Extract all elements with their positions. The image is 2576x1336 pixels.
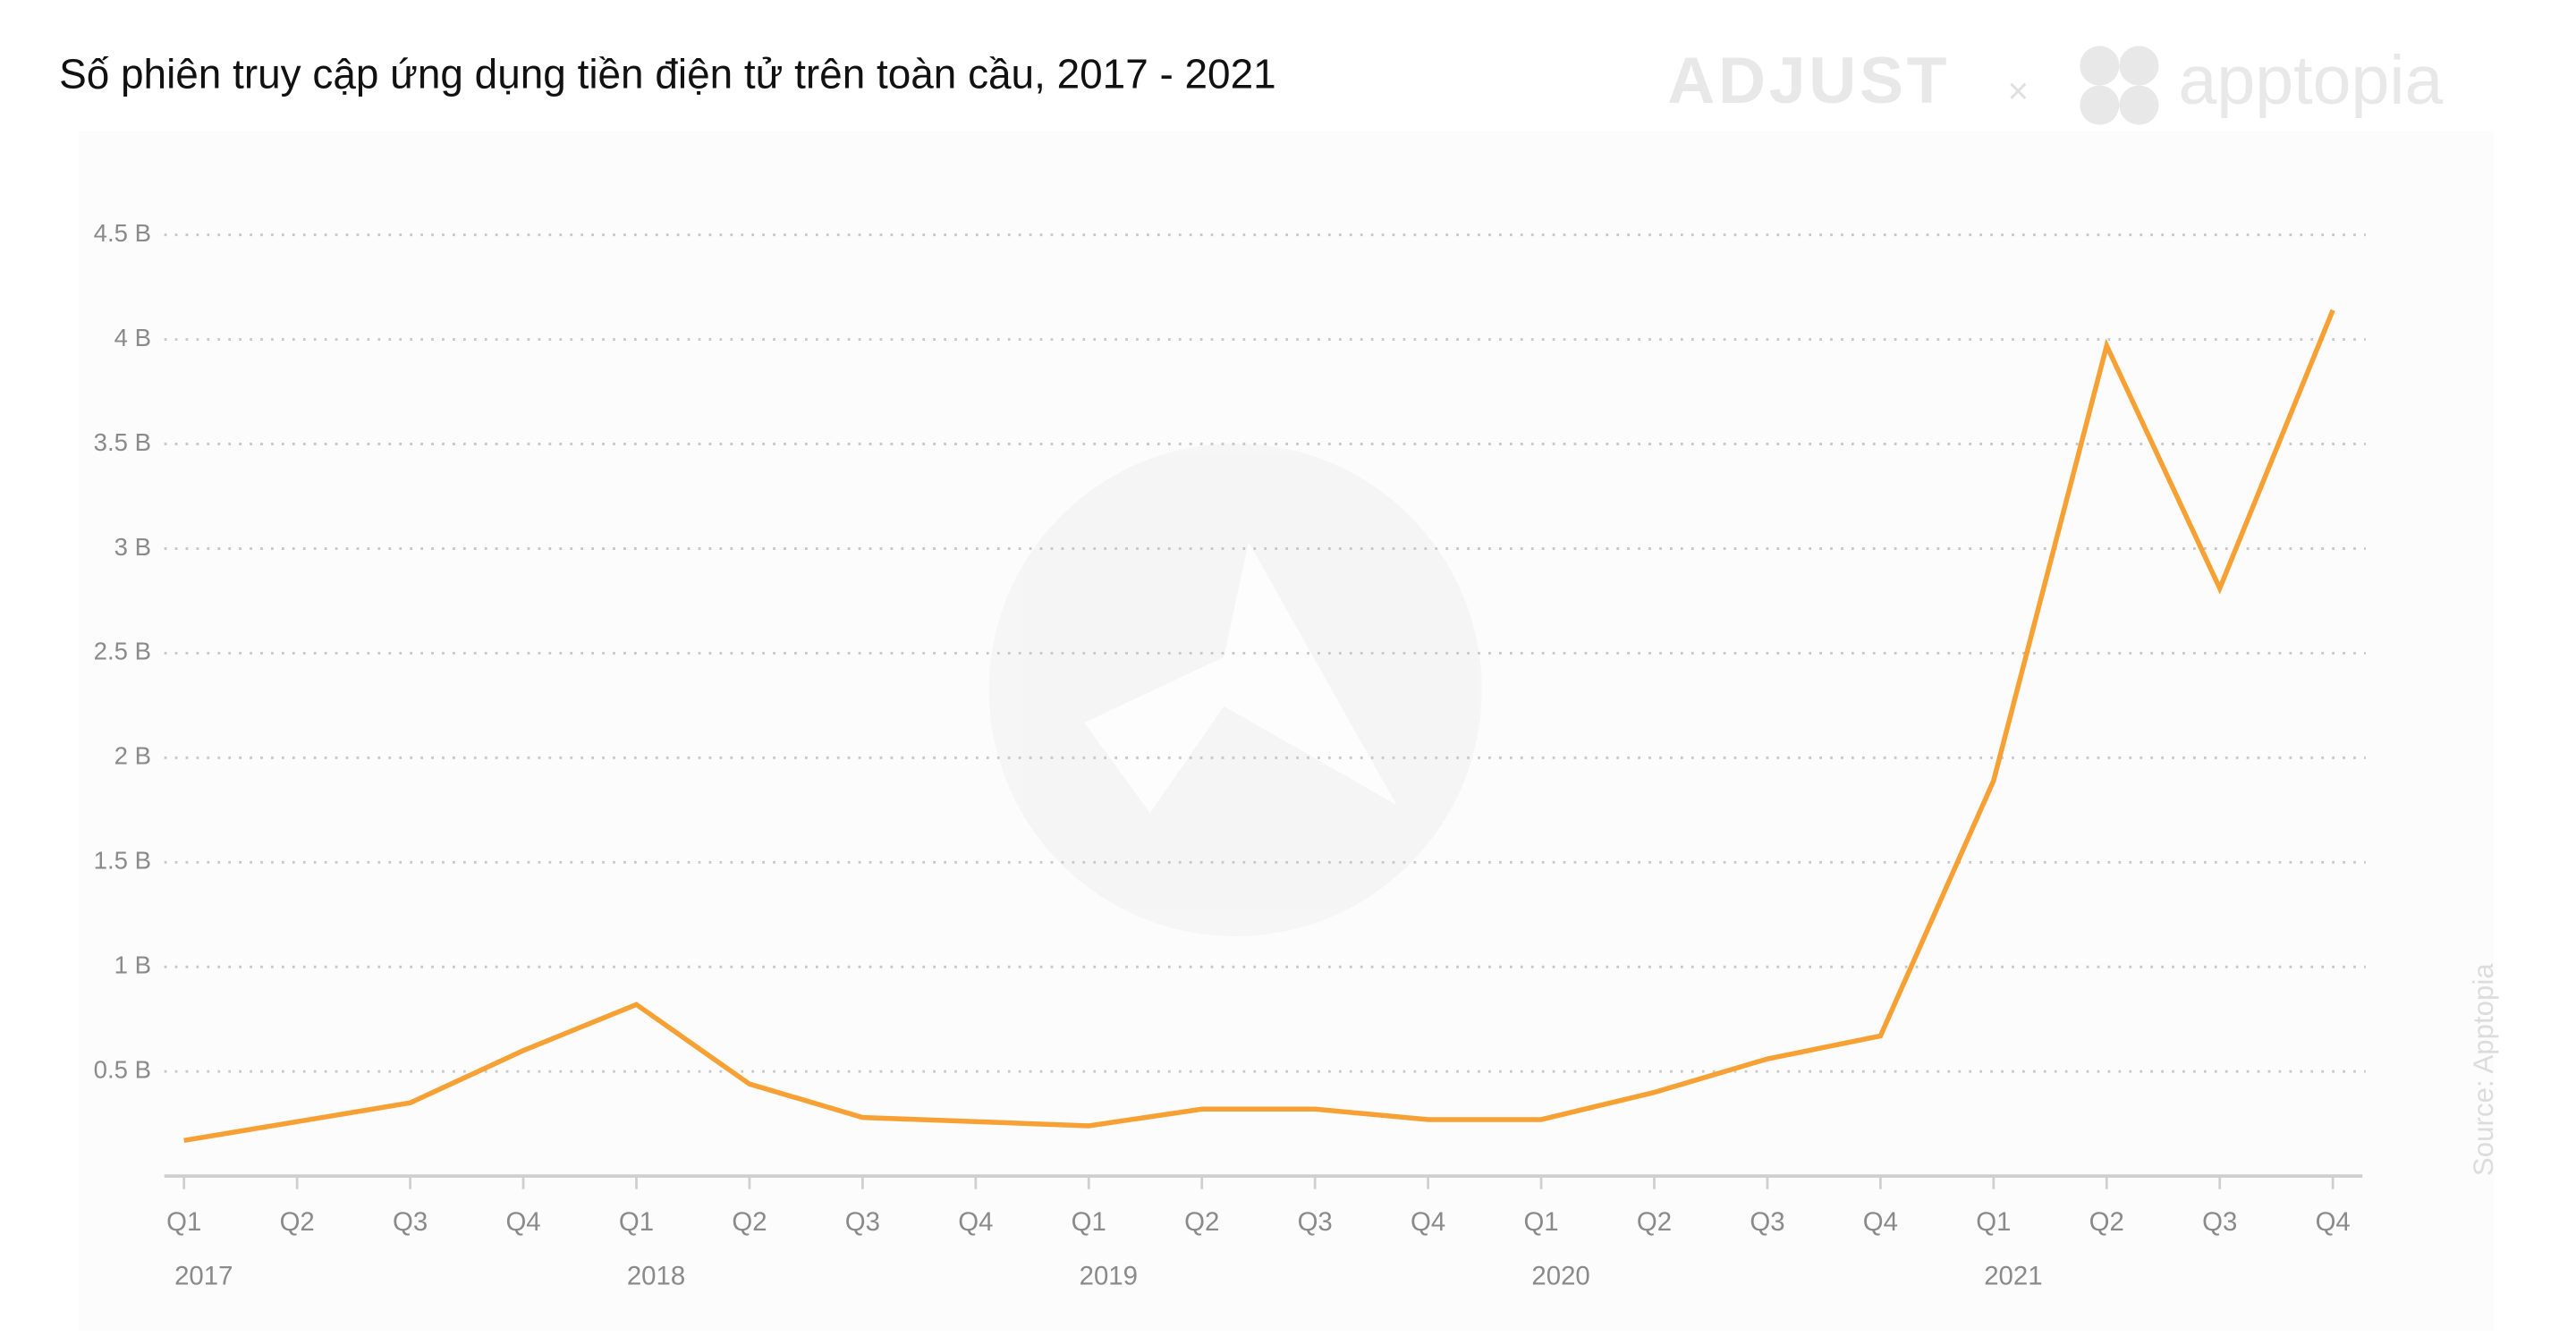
y-tick-label: 1.5 B <box>94 847 151 875</box>
x-tick-label: Q4 <box>1863 1207 1898 1237</box>
x-tick-label: Q2 <box>1184 1207 1219 1237</box>
y-tick-label: 4 B <box>114 324 151 351</box>
x-tick-label: Q1 <box>1976 1207 2011 1237</box>
x-tick-label: Q1 <box>619 1207 654 1237</box>
year-label: 2020 <box>1531 1262 1589 1291</box>
y-tick-label: 3 B <box>114 533 151 561</box>
brand-separator: × <box>2007 70 2029 111</box>
x-tick-label: Q2 <box>280 1207 315 1237</box>
brand-adjust: ADJUST <box>1667 43 1950 117</box>
x-tick-label: Q3 <box>2202 1207 2237 1237</box>
x-tick-label: Q1 <box>166 1207 201 1237</box>
x-tick-label: Q3 <box>1298 1207 1333 1237</box>
x-tick-label: Q4 <box>2316 1207 2351 1237</box>
x-tick-label: Q4 <box>958 1207 993 1237</box>
y-tick-label: 3.5 B <box>94 428 151 456</box>
year-label: 2019 <box>1080 1262 1138 1291</box>
brand-apptopia: apptopia <box>2179 42 2444 119</box>
year-label: 2021 <box>1984 1262 2042 1291</box>
apptopia-icon <box>2080 46 2159 125</box>
year-label: 2018 <box>627 1262 685 1291</box>
y-tick-label: 2 B <box>114 742 151 770</box>
y-tick-label: 0.5 B <box>94 1055 151 1083</box>
y-tick-label: 4.5 B <box>94 219 151 247</box>
x-tick-label: Q3 <box>845 1207 880 1237</box>
source-note: Source: Apptopia <box>2468 963 2499 1176</box>
x-tick-label: Q3 <box>393 1207 428 1237</box>
x-tick-label: Q4 <box>1411 1207 1445 1237</box>
x-tick-label: Q2 <box>1637 1207 1672 1237</box>
x-tick-label: Q3 <box>1750 1207 1784 1237</box>
watermark-logo <box>988 443 1482 936</box>
year-label: 2017 <box>174 1262 233 1291</box>
y-tick-label: 2.5 B <box>94 638 151 665</box>
x-tick-label: Q2 <box>2089 1207 2124 1237</box>
data-line <box>183 309 2335 1144</box>
x-tick-label: Q4 <box>505 1207 540 1237</box>
x-tick-label: Q2 <box>732 1207 767 1237</box>
y-tick-label: 1 B <box>114 951 151 979</box>
chart-title: Số phiên truy cập ứng dụng tiền điện tử … <box>59 50 1276 97</box>
x-tick-label: Q1 <box>1072 1207 1106 1237</box>
x-tick-label: Q1 <box>1523 1207 1558 1237</box>
